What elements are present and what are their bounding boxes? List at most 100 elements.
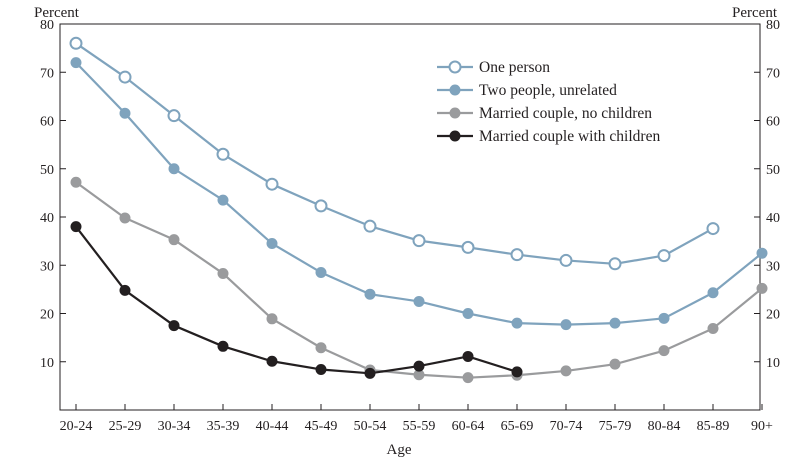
series-1 [70,57,768,331]
data-point [461,240,475,254]
data-point [462,308,474,319]
data-point [560,365,572,377]
y-tick-label-left: 60 [40,115,54,130]
y-tick-label-right: 30 [766,259,780,274]
legend-item: Two people, unrelated [437,82,617,99]
data-point [657,249,671,263]
x-tick-label: 20-24 [60,419,93,434]
y-tick-label-left: 20 [40,308,54,323]
data-point [756,247,768,259]
data-point [266,313,278,325]
data-point [119,284,131,296]
data-point [560,319,572,331]
legend-label: Married couple with children [479,128,660,145]
data-point [413,295,425,307]
legend-item: One person [437,59,550,76]
x-tick-label: 25-29 [109,419,142,434]
legend-item: Married couple with children [437,128,660,145]
legend-label: Two people, unrelated [479,82,617,99]
series-line [75,225,518,375]
legend-swatch-marker [449,130,461,142]
data-point [658,345,670,357]
x-axis-title: Age [387,442,412,458]
data-point [707,322,719,334]
x-tick-label: 90+ [751,419,773,434]
series-0 [69,36,720,271]
legend-label: One person [479,59,550,76]
data-point [364,367,376,379]
data-point [119,212,131,224]
data-point [315,266,327,278]
data-point [609,358,621,370]
data-point [462,350,474,362]
legend-swatch-marker [449,107,461,119]
y-tick-label-left: 40 [40,211,54,226]
series-line [75,42,714,265]
x-tick-label: 85-89 [697,419,730,434]
data-point [217,267,229,279]
data-point [119,107,131,119]
series-2 [70,176,768,384]
data-point [70,176,82,188]
legend-label: Married couple, no children [479,105,652,122]
y-tick-label-right: 80 [766,18,780,33]
x-tick-label: 70-74 [550,419,583,434]
data-point [315,342,327,354]
x-tick-label: 35-39 [207,419,240,434]
legend-swatch-marker [449,84,461,96]
data-point [217,194,229,206]
y-axis-title-left: Percent [34,5,80,21]
y-tick-label-right: 70 [766,66,780,81]
data-point [265,177,279,191]
y-tick-label-left: 50 [40,163,54,178]
data-point [266,355,278,367]
data-point [756,282,768,294]
x-tick-label: 65-69 [501,419,534,434]
data-point [168,320,180,332]
data-point [168,163,180,175]
data-point [314,199,328,213]
y-tick-label-right: 50 [766,163,780,178]
x-tick-label: 55-59 [403,419,436,434]
data-point [559,253,573,267]
data-point [217,340,229,352]
data-point [658,312,670,324]
data-point [462,372,474,384]
data-point [609,317,621,329]
data-point [70,221,82,233]
data-point [70,57,82,69]
data-point [511,366,523,378]
data-point [608,257,622,271]
y-tick-label-left: 10 [40,356,54,371]
data-point [412,234,426,248]
y-tick-label-right: 60 [766,115,780,130]
data-point [168,234,180,246]
y-tick-label-right: 40 [766,211,780,226]
data-point [707,287,719,299]
data-point [167,109,181,123]
x-tick-label: 75-79 [599,419,632,434]
data-point [364,288,376,300]
data-point [216,147,230,161]
y-tick-label-right: 10 [766,356,780,371]
data-point [266,238,278,250]
x-tick-label: 60-64 [452,419,485,434]
data-point [510,248,524,262]
data-point [118,70,132,84]
data-point [315,363,327,375]
x-tick-label: 50-54 [354,419,387,434]
y-tick-label-left: 30 [40,259,54,274]
y-tick-label-left: 80 [40,18,54,33]
x-tick-label: 30-34 [158,419,191,434]
x-tick-label: 45-49 [305,419,338,434]
data-point [413,360,425,372]
data-point [69,36,83,50]
series-line [75,61,763,326]
series-3 [70,221,523,379]
x-tick-label: 80-84 [648,419,681,434]
legend-swatch-marker [448,60,462,74]
data-point [511,317,523,329]
legend-item: Married couple, no children [437,105,652,122]
